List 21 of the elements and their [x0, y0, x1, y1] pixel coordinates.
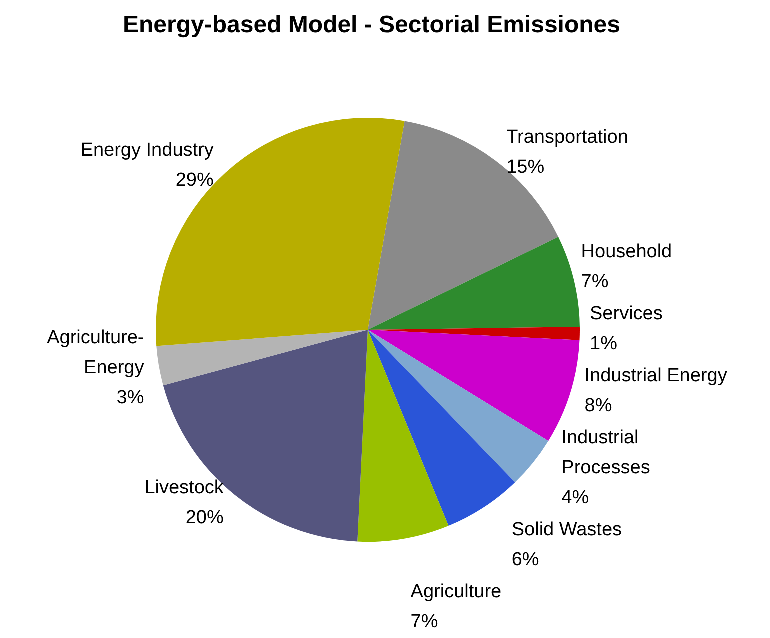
data-label: 20%	[186, 508, 224, 529]
slice-label: Industrial Energy	[584, 366, 728, 386]
data-label: 3%	[116, 387, 144, 408]
slice-label: Transportation	[506, 127, 628, 148]
data-label: 7%	[410, 612, 438, 632]
data-label: 8%	[584, 396, 612, 416]
data-label: 29%	[176, 170, 214, 192]
slice-label: Services	[590, 304, 663, 324]
data-label: 4%	[562, 488, 590, 508]
data-label: 1%	[590, 334, 618, 354]
slice-label: Solid Wastes	[512, 520, 622, 540]
slice-label: Industrial Processes	[562, 428, 650, 478]
slice-label: Energy Industry	[80, 140, 214, 162]
chart-title: Energy-based Model - Sectorial Emissiones	[123, 12, 620, 38]
data-label: 6%	[512, 550, 540, 570]
slice-label: Agriculture	[410, 582, 502, 602]
data-label: 7%	[581, 272, 609, 292]
data-label: 15%	[506, 157, 545, 178]
slice-label: Agriculture-Energy	[47, 327, 145, 378]
slice-label: Livestock	[144, 478, 224, 499]
slice-label: Household	[581, 242, 672, 262]
